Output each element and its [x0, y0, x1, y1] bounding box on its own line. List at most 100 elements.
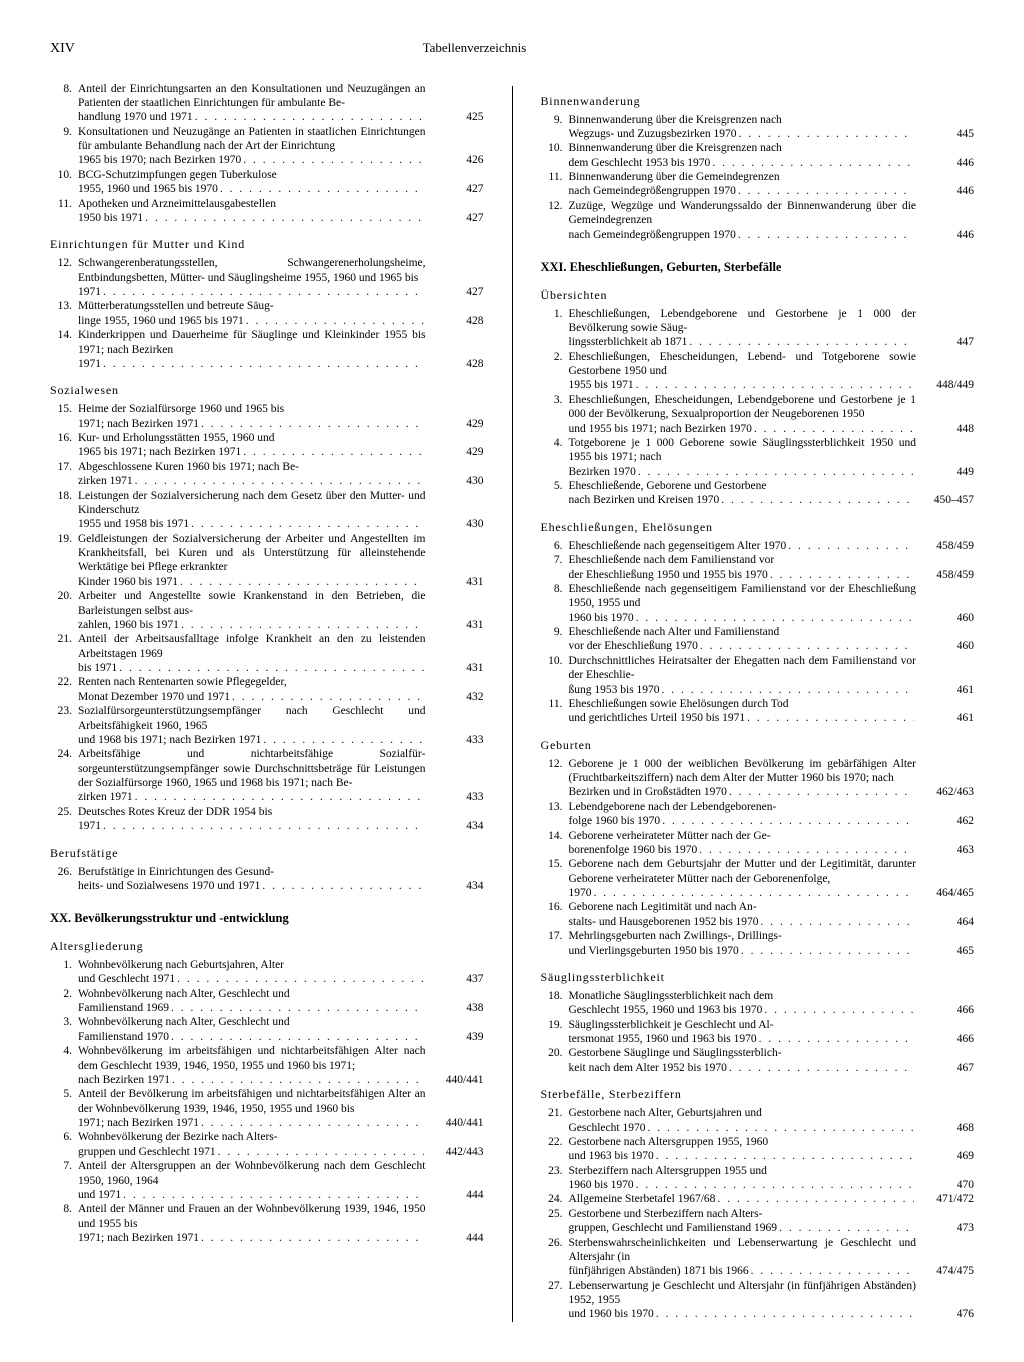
- entry-page: 463: [916, 843, 974, 857]
- entry-text: Geborene verheirateter Mütter nach der G…: [569, 829, 917, 858]
- entry-number: 25.: [541, 1207, 569, 1236]
- leader-dots: [689, 335, 914, 349]
- entry-number: 8.: [541, 582, 569, 625]
- toc-entry: 3.Wohnbevölkerung nach Alter, Geschlecht…: [50, 1015, 484, 1044]
- leader-dots: [729, 1061, 914, 1075]
- subsection-title: Eheschließungen, Ehelösungen: [541, 520, 975, 535]
- toc-entry: 7.Anteil der Altersgruppen an der Wohnbe…: [50, 1159, 484, 1202]
- right-column: Binnenwanderung 9.Binnenwanderung über di…: [541, 82, 975, 1322]
- leader-dots: [145, 211, 423, 225]
- entry-page: 449: [916, 465, 974, 479]
- leader-dots: [764, 1003, 914, 1017]
- entry-number: 3.: [50, 1015, 78, 1044]
- subsection-title: Sozialwesen: [50, 383, 484, 398]
- leader-dots: [135, 474, 424, 488]
- toc-entry: 10.BCG-Schutzimpfungen gegen Tuberkulose…: [50, 168, 484, 197]
- entry-text: Allgemeine Sterbetafel 1967/68: [569, 1192, 917, 1206]
- entry-page: 440/441: [426, 1116, 484, 1130]
- entry-page: 460: [916, 639, 974, 653]
- toc-entry: 7.Eheschließende nach dem Familienstand …: [541, 553, 975, 582]
- toc-entry: 9.Eheschließende nach Alter und Familien…: [541, 625, 975, 654]
- toc-entry: 11.Eheschließungen sowie Ehelösungen dur…: [541, 697, 975, 726]
- entry-number: 10.: [541, 654, 569, 697]
- entry-number: 9.: [541, 113, 569, 142]
- entry-page: 476: [916, 1307, 974, 1321]
- entry-page: 433: [426, 733, 484, 747]
- toc-entry: 26.Berufstätige in Einrichtungen des Ges…: [50, 865, 484, 894]
- leader-dots: [662, 683, 914, 697]
- leader-dots: [712, 156, 914, 170]
- entry-text: Geborene nach dem Geburtsjahr der Mutter…: [569, 857, 917, 900]
- entry-text: Binnenwanderung über die Kreisgrenzen na…: [569, 113, 917, 142]
- subsection-title: Binnenwanderung: [541, 94, 975, 109]
- leader-dots: [171, 1001, 423, 1015]
- entry-page: 444: [426, 1188, 484, 1202]
- entry-number: 16.: [541, 900, 569, 929]
- entry-number: 23.: [50, 704, 78, 747]
- entry-text: Binnenwanderung über die Kreisgrenzen na…: [569, 141, 917, 170]
- entry-text: Totgeborene je 1 000 Geborene sowie Säug…: [569, 436, 917, 479]
- entry-number: 3.: [541, 393, 569, 436]
- entry-text: Durchschnittliches Heiratsalter der Eheg…: [569, 654, 917, 697]
- entry-page: 469: [916, 1149, 974, 1163]
- entry-page: 447: [916, 335, 974, 349]
- entry-page: 445: [916, 127, 974, 141]
- entry-number: 19.: [50, 532, 78, 590]
- entry-number: 12.: [541, 199, 569, 242]
- toc-entry: 3.Eheschließungen, Ehescheidungen, Leben…: [541, 393, 975, 436]
- leader-dots: [636, 611, 914, 625]
- entry-number: 22.: [541, 1135, 569, 1164]
- entry-text: Wohnbevölkerung nach Geburtsjahren, Alte…: [78, 958, 426, 987]
- entry-number: 26.: [50, 865, 78, 894]
- leader-dots: [103, 357, 424, 371]
- leader-dots: [747, 711, 914, 725]
- section-title: XX. Bevölkerungsstruktur und -entwicklun…: [50, 911, 484, 927]
- entry-text: Sterbeziffern nach Altersgruppen 1955 un…: [569, 1164, 917, 1193]
- entry-number: 10.: [50, 168, 78, 197]
- entry-page: 428: [426, 357, 484, 371]
- entry-text: Renten nach Rentenarten sowie Pflegegeld…: [78, 675, 426, 704]
- entry-text: BCG-Schutzimpfungen gegen Tuberkulose195…: [78, 168, 426, 197]
- entry-page: 434: [426, 819, 484, 833]
- entry-page: 458/459: [916, 568, 974, 582]
- leader-dots: [594, 886, 915, 900]
- entry-page: 474/475: [916, 1264, 974, 1278]
- toc-entry: 12.Geborene je 1 000 der weiblichen Bevö…: [541, 757, 975, 800]
- entry-number: 15.: [541, 857, 569, 900]
- toc-entry: 10.Durchschnittliches Heiratsalter der E…: [541, 654, 975, 697]
- entry-text: Mütterberatungsstellen und betreute Säug…: [78, 299, 426, 328]
- entry-text: Wohnbevölkerung im arbeitsfähigen und ni…: [78, 1044, 426, 1087]
- entry-text: Wohnbevölkerung der Bezirke nach Alters-…: [78, 1130, 426, 1159]
- leader-dots: [103, 819, 424, 833]
- leader-dots: [700, 639, 914, 653]
- entry-text: Anteil der Arbeitsausfalltage infolge Kr…: [78, 632, 426, 675]
- entry-text: Anteil der Einrichtungsarten an den Kons…: [78, 82, 426, 125]
- entry-text: Sozialfürsorgeunterstützungsempfänger na…: [78, 704, 426, 747]
- entry-number: 24.: [541, 1192, 569, 1206]
- subsection-title: Altersgliederung: [50, 939, 484, 954]
- subsection-title: Übersichten: [541, 288, 975, 303]
- column-divider: [512, 86, 513, 1322]
- entry-number: 21.: [50, 632, 78, 675]
- leader-dots: [662, 814, 914, 828]
- toc-entry: 17.Abgeschlossene Kuren 1960 bis 1971; n…: [50, 460, 484, 489]
- entry-page: 431: [426, 618, 484, 632]
- entry-text: Gestorbene und Sterbeziffern nach Alters…: [569, 1207, 917, 1236]
- leader-dots: [119, 661, 423, 675]
- entry-page: 460: [916, 611, 974, 625]
- leader-dots: [181, 618, 424, 632]
- entry-page: 466: [916, 1032, 974, 1046]
- entry-page: 461: [916, 683, 974, 697]
- toc-entry: 20.Gestorbene Säuglinge und Säuglingsste…: [541, 1046, 975, 1075]
- entry-number: 13.: [50, 299, 78, 328]
- toc-entry: 18.Monatliche Säuglingssterblichkeit nac…: [541, 989, 975, 1018]
- entry-text: Eheschließungen, Ehescheidungen, Lebend-…: [569, 350, 917, 393]
- entry-page: 465: [916, 944, 974, 958]
- leader-dots: [656, 1307, 914, 1321]
- entry-number: 12.: [50, 256, 78, 299]
- toc-entry: 15.Geborene nach dem Geburtsjahr der Mut…: [541, 857, 975, 900]
- leader-dots: [717, 1192, 914, 1206]
- entry-number: 10.: [541, 141, 569, 170]
- entry-page: 473: [916, 1221, 974, 1235]
- leader-dots: [218, 1145, 424, 1159]
